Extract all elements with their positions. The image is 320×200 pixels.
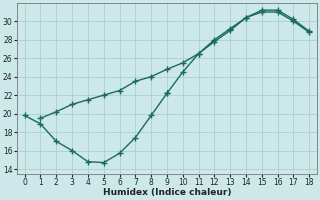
X-axis label: Humidex (Indice chaleur): Humidex (Indice chaleur) — [103, 188, 231, 197]
